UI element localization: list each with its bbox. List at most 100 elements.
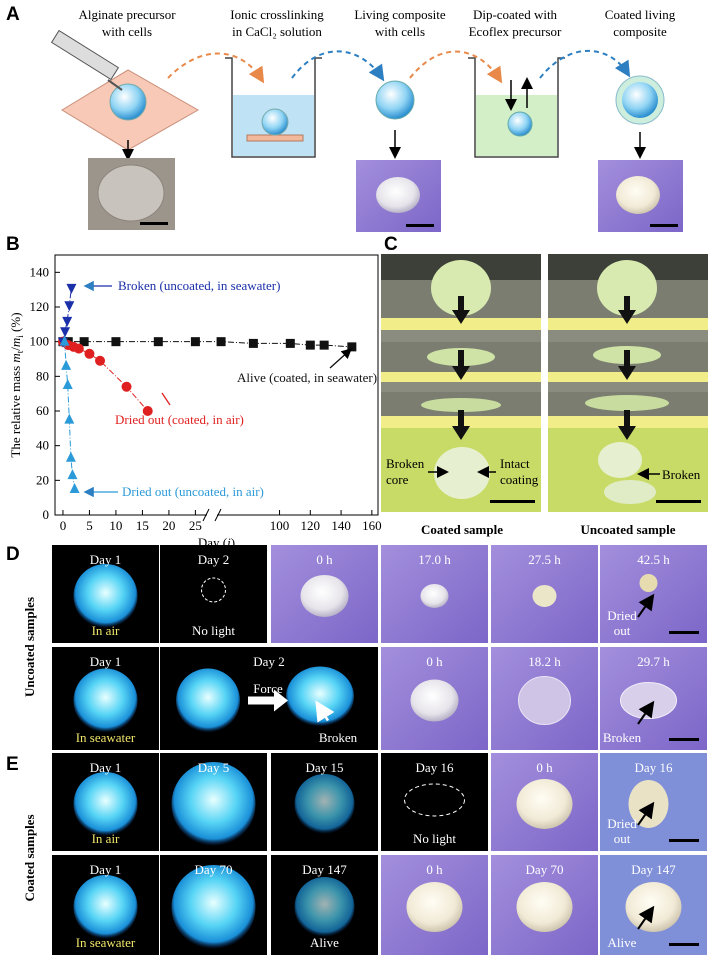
marker (79, 337, 89, 347)
sample (516, 882, 573, 932)
annotation: Dried out (uncoated, in air) (122, 484, 264, 499)
tile-caption: Dried (607, 608, 637, 623)
marker (305, 340, 315, 350)
step-label: with cells (102, 24, 152, 39)
marker (95, 355, 106, 366)
y-tick-label: 60 (36, 403, 49, 418)
marker (190, 337, 200, 347)
sample (73, 771, 138, 836)
step-label: with cells (375, 24, 425, 39)
tile-time: Day 16 (416, 760, 454, 775)
marker (73, 343, 84, 354)
pointer (315, 700, 335, 723)
scale-bar (669, 631, 699, 634)
sample (406, 882, 463, 932)
pointer (637, 700, 655, 725)
marker (66, 283, 77, 294)
tile-caption: In seawater (76, 935, 136, 950)
tile-caption: Alive (310, 935, 339, 950)
pointer (637, 801, 655, 826)
x-tick-label: 160 (362, 518, 382, 533)
panel-label: C (384, 234, 398, 255)
sample (73, 668, 138, 733)
tile-time: Day 16 (635, 760, 673, 775)
marker (285, 338, 295, 348)
x-tick-label: 120 (301, 518, 321, 533)
chart: 0 20 40 60 80 100 120 140 0 5 10 15 20 25 100 120 140 160… (8, 254, 382, 550)
y-tick-label: 0 (43, 507, 50, 522)
tile-time: Day 1 (90, 552, 121, 567)
tile-time: Day 15 (306, 760, 344, 775)
y-axis-label-part: The relative mass (8, 363, 23, 458)
annotation: Alive (coated, in seawater) (237, 370, 377, 385)
x-tick-label: 15 (136, 518, 149, 533)
force-arrow (248, 689, 288, 712)
tile-time: Day 147 (631, 862, 676, 877)
annotation: Dried out (coated, in air) (115, 412, 244, 427)
annotation: Broken core (386, 456, 425, 487)
axis-break (207, 509, 217, 521)
marker (248, 338, 258, 348)
tile-time: Day 1 (90, 862, 121, 877)
sample (516, 778, 573, 829)
caption: Coated sample (421, 522, 503, 537)
tile-caption: Broken (319, 730, 358, 745)
side-label: Uncoated samples (22, 597, 37, 697)
series-line (62, 341, 352, 348)
tile-time: 0 h (426, 862, 443, 877)
y-axis-label-part: t (15, 350, 25, 353)
marker (62, 379, 73, 389)
tile-time: Day 1 (90, 760, 121, 775)
panel-c-photos (381, 254, 708, 512)
step-label: Coated living (605, 7, 676, 22)
step-label: Dip-coated with (473, 7, 558, 22)
marker (67, 469, 78, 480)
y-tick-label: 100 (30, 334, 50, 349)
scale-bar (669, 839, 699, 842)
marker (347, 342, 357, 352)
marker (60, 327, 71, 338)
y-axis-label-part: m (8, 338, 23, 347)
step-label: Alginate precursor (78, 7, 176, 22)
series-line (62, 341, 149, 412)
panel-a-art (50, 29, 683, 232)
sample (410, 679, 459, 722)
marker (64, 301, 75, 312)
tile-caption: In seawater (76, 730, 136, 745)
step-label: Living composite (354, 7, 446, 22)
marker (62, 316, 73, 327)
sample (639, 574, 658, 592)
sample (171, 865, 256, 949)
scale-bar (669, 943, 699, 946)
step-label: Ecoflex precursor (469, 24, 562, 39)
x-tick-label: 10 (109, 518, 122, 533)
y-axis-label-part: m (8, 353, 23, 362)
tile (381, 753, 488, 851)
y-axis-label-part: / (8, 347, 23, 351)
sample (294, 877, 355, 937)
step-label: in CaCl₂ solution (232, 24, 322, 39)
marker (121, 381, 132, 392)
marker (59, 335, 70, 346)
y-tick-label: 20 (36, 472, 49, 487)
tile-time: Day 70 (526, 862, 564, 877)
x-axis-label-part: i (227, 535, 231, 550)
marker (69, 483, 80, 493)
tile-caption: No light (413, 831, 456, 846)
marker (216, 337, 226, 347)
annotation-line: coating (500, 472, 539, 487)
y-tick-label: 40 (36, 438, 49, 453)
marker (111, 337, 121, 347)
x-tick-label: 140 (331, 518, 351, 533)
annotation: Broken (uncoated, in seawater) (118, 278, 280, 293)
tile-time: 18.2 h (528, 654, 561, 669)
tile-time: Day 1 (90, 654, 121, 669)
tile-time: Day 70 (195, 862, 233, 877)
panel-label: A (6, 4, 20, 25)
x-tick-label: 0 (60, 518, 67, 533)
y-tick-label: 80 (36, 368, 49, 383)
tile-time: 0 h (426, 654, 443, 669)
tile-time: Day 2 (253, 654, 284, 669)
x-tick-label: 20 (162, 518, 175, 533)
sample (625, 882, 682, 932)
